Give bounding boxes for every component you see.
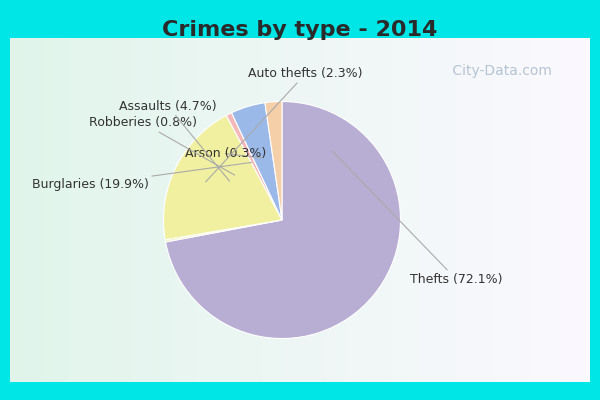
- Wedge shape: [166, 102, 401, 338]
- Text: Robberies (0.8%): Robberies (0.8%): [89, 116, 235, 175]
- Text: Thefts (72.1%): Thefts (72.1%): [332, 151, 503, 286]
- Wedge shape: [226, 113, 282, 220]
- Wedge shape: [265, 102, 282, 220]
- Wedge shape: [232, 103, 282, 220]
- Wedge shape: [163, 116, 282, 240]
- Text: City-Data.com: City-Data.com: [448, 64, 552, 78]
- Text: Crimes by type - 2014: Crimes by type - 2014: [163, 20, 437, 40]
- Text: Burglaries (19.9%): Burglaries (19.9%): [32, 162, 251, 191]
- Text: Assaults (4.7%): Assaults (4.7%): [119, 100, 230, 181]
- Wedge shape: [165, 220, 282, 242]
- Text: Arson (0.3%): Arson (0.3%): [185, 147, 266, 160]
- Text: Auto thefts (2.3%): Auto thefts (2.3%): [206, 67, 363, 182]
